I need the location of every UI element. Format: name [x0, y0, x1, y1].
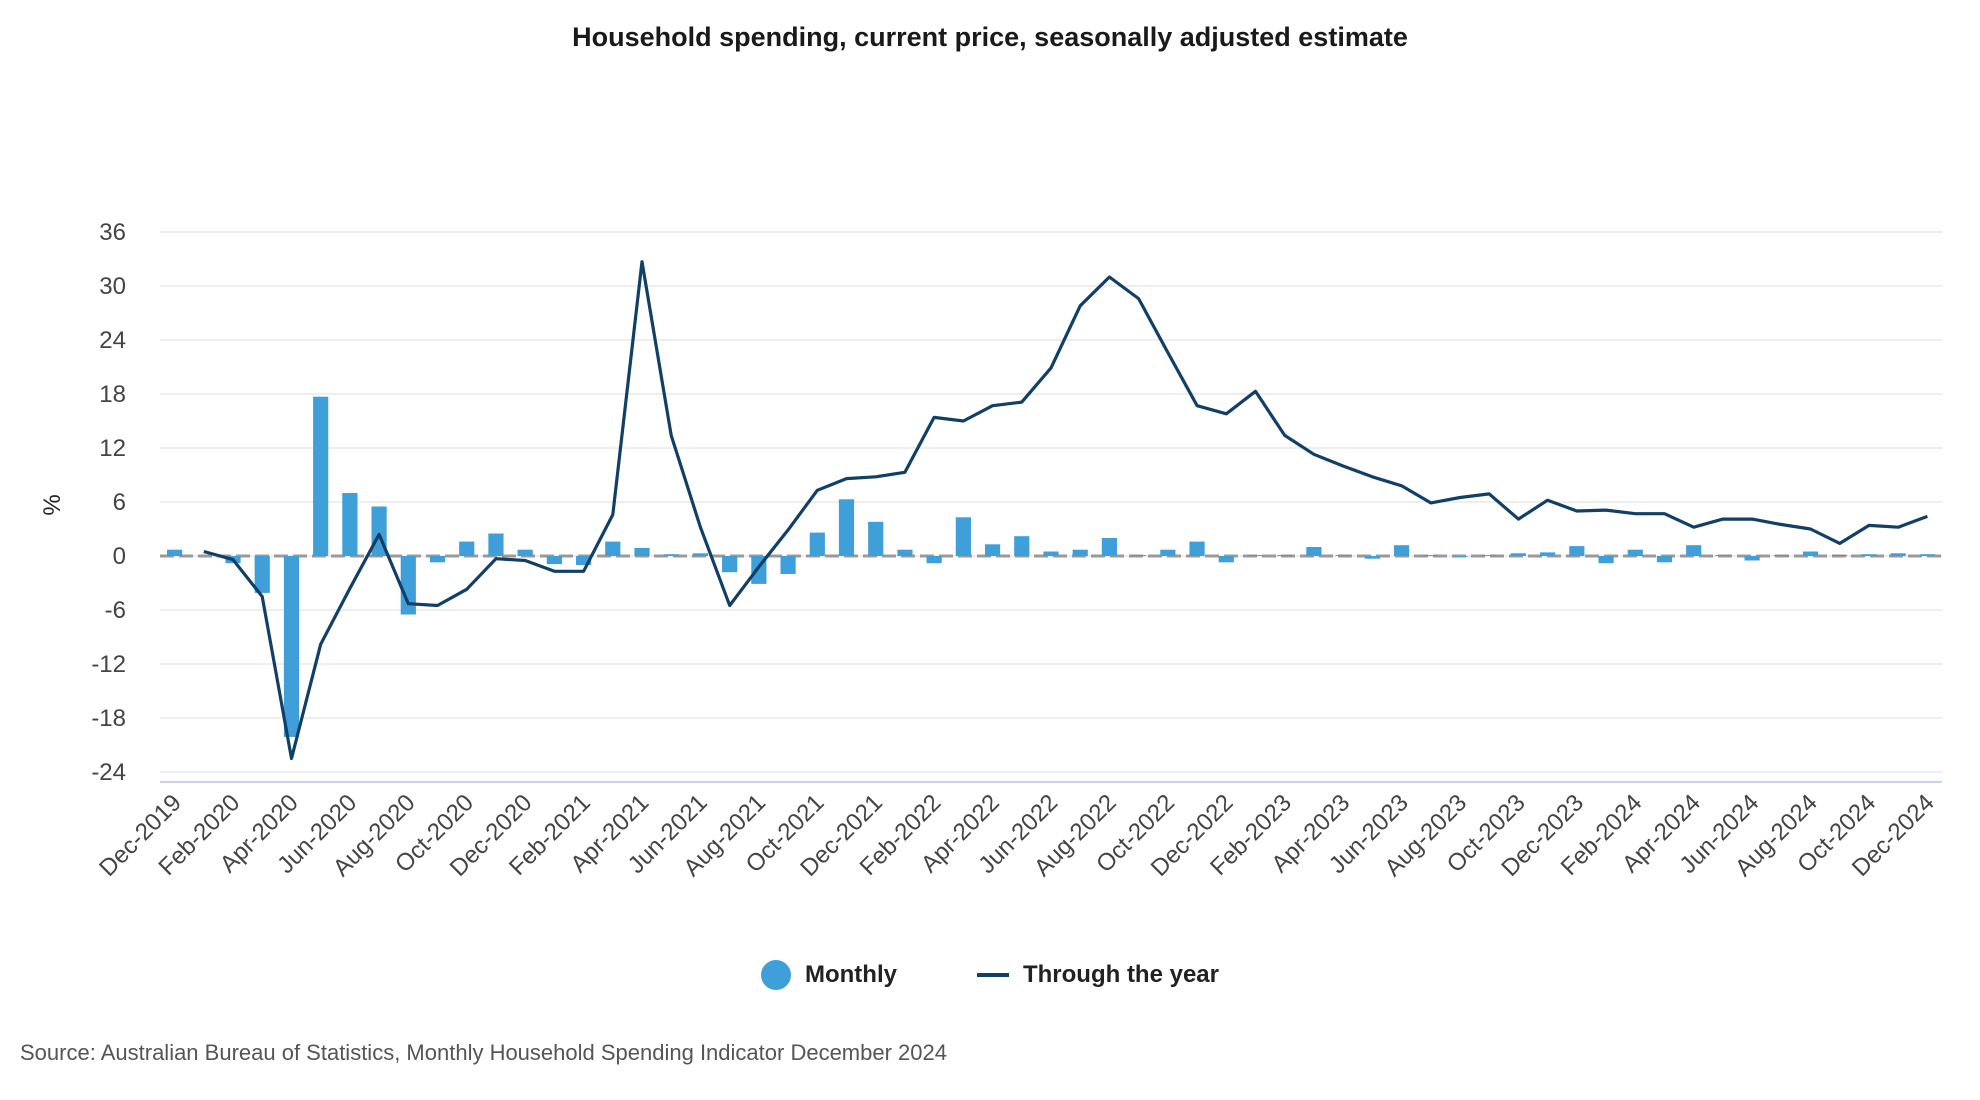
bar-monthly [1744, 556, 1760, 561]
bar-monthly [984, 544, 1001, 556]
legend: Monthly Through the year [0, 960, 1980, 990]
bar-monthly [1277, 555, 1293, 556]
bar-monthly [575, 556, 592, 565]
bar-monthly [1598, 556, 1614, 564]
bar-monthly [546, 556, 562, 565]
bar-monthly [283, 556, 300, 737]
bar-monthly [1802, 551, 1819, 556]
y-tick-label: -12 [91, 651, 126, 678]
bar-monthly [488, 533, 504, 556]
bar-monthly [926, 556, 942, 564]
bar-monthly [1393, 545, 1410, 556]
bar-monthly [1072, 549, 1088, 556]
legend-item-monthly[interactable]: Monthly [760, 960, 897, 990]
bar-monthly [1510, 553, 1527, 556]
bar-monthly [955, 517, 971, 556]
monthly-swatch-icon [760, 960, 791, 990]
bar-monthly [429, 556, 446, 563]
bar-monthly [634, 547, 650, 556]
chart-title: Household spending, current price, seaso… [572, 22, 1408, 52]
bar-monthly [605, 541, 621, 556]
bar-monthly [1832, 555, 1848, 556]
bar-monthly [1131, 555, 1147, 556]
bar-monthly [1043, 551, 1059, 556]
bar-monthly [1481, 555, 1497, 556]
y-axis-label: % [39, 494, 66, 515]
bar-monthly [809, 532, 825, 556]
legend-item-through-the-year[interactable]: Through the year [976, 961, 1219, 989]
bar-monthly [1861, 554, 1877, 556]
y-tick-label: 12 [99, 435, 126, 462]
bar-monthly [1686, 545, 1702, 556]
bar-monthly [1364, 556, 1380, 559]
bar-monthly [1919, 554, 1935, 556]
y-tick-label: -18 [91, 705, 126, 732]
bar-monthly [1452, 556, 1468, 557]
bar-monthly [1247, 555, 1264, 556]
bar-monthly [254, 556, 270, 593]
bar-monthly [459, 541, 475, 556]
bar-monthly [692, 553, 709, 556]
legend-label-monthly: Monthly [804, 961, 897, 988]
line-swatch-icon [976, 973, 1009, 977]
bar-monthly [1335, 555, 1351, 556]
line-through-the-year [203, 260, 1928, 761]
bar-monthly [897, 549, 913, 556]
legend-label-through-the-year: Through the year [1022, 961, 1219, 988]
y-tick-label: -6 [105, 597, 126, 624]
bar-monthly [1540, 552, 1556, 556]
bar-monthly [1890, 553, 1906, 556]
bar-monthly [167, 549, 183, 556]
bar-monthly [313, 396, 329, 556]
bar-monthly [722, 556, 738, 573]
bar-monthly [868, 521, 884, 556]
y-tick-label: 0 [113, 543, 126, 570]
y-tick-label: 36 [99, 219, 126, 246]
bar-monthly [663, 554, 679, 556]
y-tick-label: 24 [99, 327, 126, 354]
bar-monthly [1101, 538, 1118, 556]
bar-monthly [1627, 549, 1643, 556]
bar-monthly [1160, 549, 1176, 556]
y-tick-label: 18 [99, 381, 126, 408]
bar-monthly [1189, 541, 1205, 556]
bar-monthly [400, 556, 416, 615]
bar-monthly [1773, 555, 1789, 556]
y-tick-label: 6 [113, 489, 126, 516]
y-tick-label: -24 [91, 759, 126, 786]
bar-monthly [1656, 556, 1673, 563]
bar-monthly [1218, 556, 1234, 563]
source-note: Source: Australian Bureau of Statistics,… [20, 1040, 947, 1065]
bar-monthly [1014, 536, 1030, 556]
bar-monthly [1306, 547, 1322, 556]
bar-monthly [1569, 546, 1585, 556]
bar-monthly [838, 499, 855, 556]
bar-monthly [1423, 555, 1439, 556]
bar-monthly [780, 556, 796, 574]
bar-monthly [1715, 555, 1731, 556]
bar-monthly [517, 549, 533, 556]
y-tick-label: 30 [99, 273, 126, 300]
bar-monthly [342, 493, 358, 556]
